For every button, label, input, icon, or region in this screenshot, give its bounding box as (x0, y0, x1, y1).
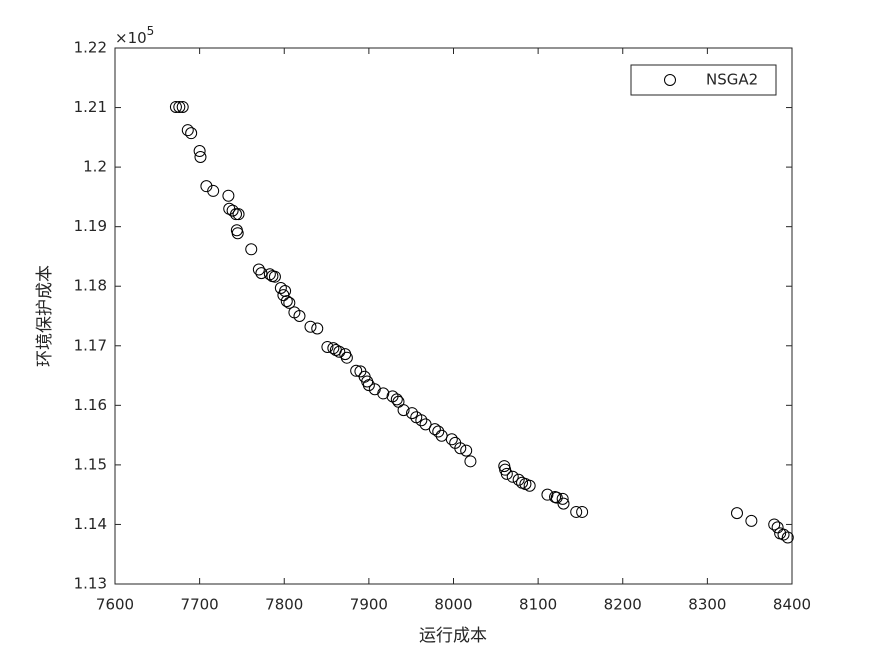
point (231, 227, 244, 240)
point (500, 467, 513, 480)
y-tick-label: 1.15 (74, 455, 107, 473)
point (311, 322, 324, 335)
x-axis-label: 运行成本 (419, 626, 487, 646)
point (464, 455, 477, 468)
legend-marker (664, 74, 676, 86)
point (406, 407, 419, 420)
point (193, 145, 206, 158)
y-tick-label: 1.21 (74, 98, 107, 116)
point (781, 531, 794, 544)
point (512, 473, 525, 486)
point (173, 100, 186, 113)
point (556, 492, 569, 505)
x-tick-label: 7700 (181, 596, 219, 614)
point (207, 184, 220, 197)
point (200, 180, 213, 193)
x-tick-label: 8000 (434, 596, 472, 614)
point (293, 310, 306, 322)
y-multiplier: ×105 (115, 24, 154, 47)
point (268, 270, 281, 283)
point (226, 204, 239, 217)
y-multiplier-exponent: 5 (147, 24, 155, 38)
point (245, 243, 258, 256)
point (730, 507, 743, 520)
point (181, 124, 194, 137)
point (274, 282, 287, 295)
x-tick-label: 7900 (350, 596, 388, 614)
point (523, 479, 536, 492)
x-tick-label: 8400 (773, 596, 811, 614)
point (194, 150, 207, 163)
y-tick-label: 1.18 (74, 277, 107, 295)
point (557, 497, 570, 510)
legend-box (630, 64, 777, 96)
point (428, 423, 441, 436)
x-tick-label: 7600 (96, 596, 134, 614)
point (169, 100, 182, 113)
y-multiplier-base: ×10 (115, 29, 147, 47)
y-tick-label: 1.17 (74, 336, 107, 354)
point (768, 518, 781, 531)
point (570, 505, 583, 518)
legend-label: NSGA2 (706, 71, 758, 89)
point (576, 505, 589, 518)
point (230, 208, 243, 221)
y-tick-label: 1.19 (74, 217, 107, 235)
point (304, 320, 317, 333)
point (415, 414, 428, 427)
x-tick-label: 7800 (265, 596, 303, 614)
point (745, 514, 758, 527)
point (255, 267, 268, 280)
point (454, 442, 467, 455)
point (390, 393, 403, 406)
x-tick-label: 8300 (688, 596, 726, 614)
point (777, 528, 790, 541)
point (445, 433, 458, 446)
y-tick-label: 1.22 (74, 39, 107, 57)
point (506, 470, 519, 483)
point (222, 189, 235, 202)
point (432, 425, 445, 438)
point (327, 342, 340, 355)
point (321, 340, 334, 353)
point (350, 364, 363, 377)
y-tick-label: 1.13 (74, 575, 107, 593)
y-tick-label: 1.14 (74, 515, 107, 533)
point (397, 404, 410, 417)
point (280, 295, 293, 308)
y-axis-label: 环境保护成本 (35, 265, 55, 367)
x-tick-label: 8200 (604, 596, 642, 614)
point (283, 296, 296, 309)
point (176, 100, 189, 113)
point (377, 387, 390, 400)
y-tick-label: 1.16 (74, 396, 107, 414)
x-tick-label: 8100 (519, 596, 557, 614)
y-tick-label: 1.2 (83, 158, 107, 176)
plot-area (114, 47, 793, 585)
point (277, 289, 290, 302)
point (185, 127, 198, 140)
point (541, 488, 554, 501)
point (252, 263, 265, 276)
point (340, 351, 353, 364)
point (771, 521, 784, 534)
point (362, 379, 375, 392)
point (419, 418, 432, 431)
point (460, 444, 473, 457)
point (550, 491, 563, 504)
point (232, 208, 245, 221)
point (333, 345, 346, 358)
